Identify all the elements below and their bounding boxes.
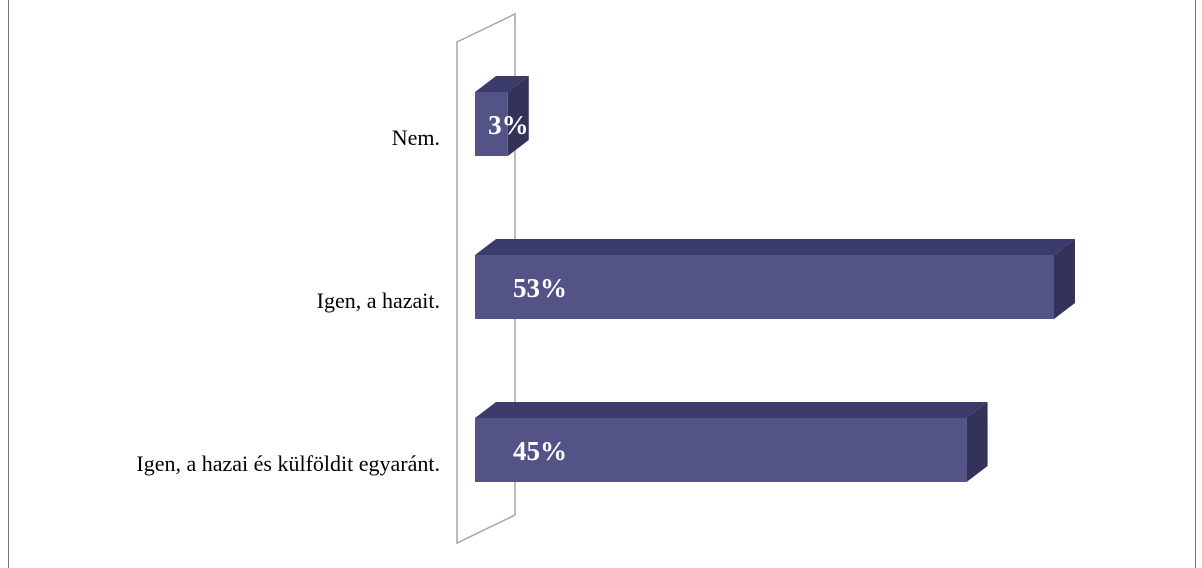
bar-top [475,402,988,418]
value-label: 3% [488,110,529,140]
bar-side [1054,239,1075,319]
axis-wall [456,12,516,545]
category-label: Igen, a hazai és külföldit egyaránt. [136,451,440,476]
value-label: 45% [513,436,567,466]
value-label: 53% [513,273,567,303]
bar [475,418,967,482]
bar-side [966,402,988,482]
bar [475,92,508,156]
category-label: Nem. [392,125,440,150]
bar-top [475,76,529,92]
bar [475,255,1054,319]
category-label: Igen, a hazait. [317,288,440,313]
bar-side [507,76,529,156]
bar-top [475,239,1075,255]
